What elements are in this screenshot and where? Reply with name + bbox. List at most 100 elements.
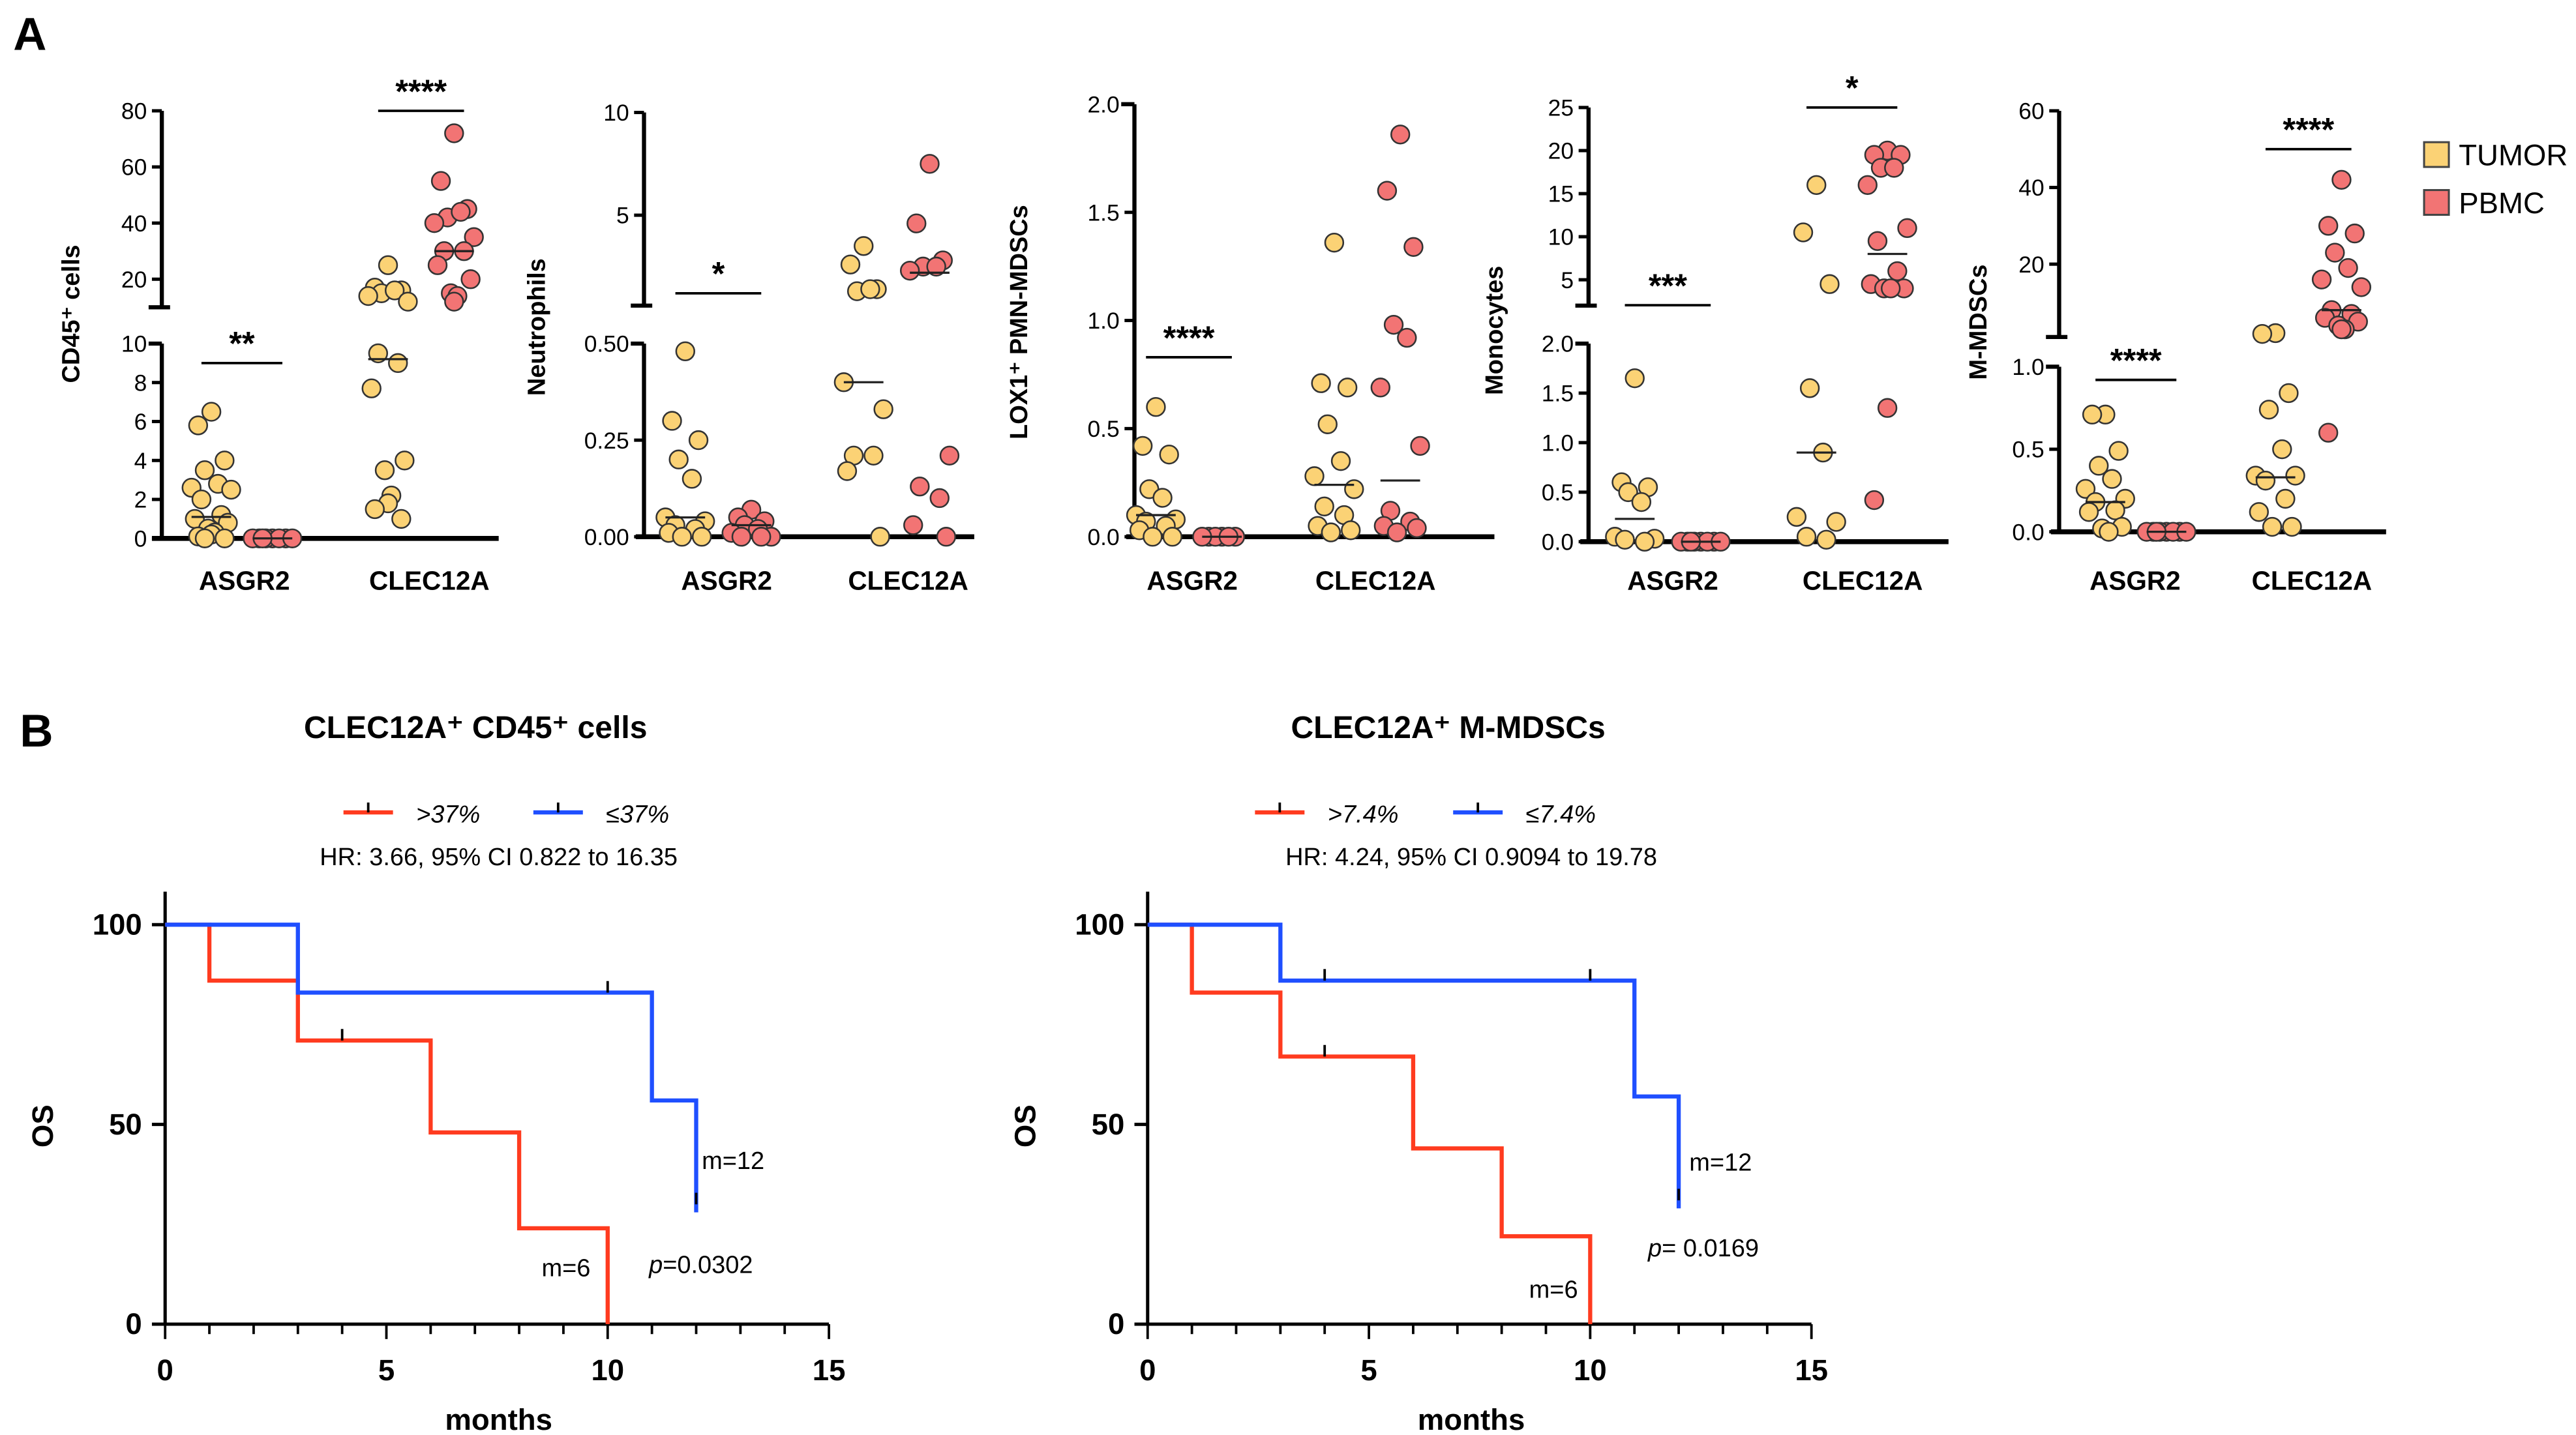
legend-label: >37% [416,801,480,828]
scatter-panel-1: 0 2 4 6 8 10 20 40 60 80 CD45⁺ cells ASGR2 CLEC12A **… [58,72,499,595]
data-point-tumor [1314,496,1334,516]
y-axis-label: CD45⁺ cells [58,244,85,383]
data-point-pbmc [1383,314,1404,335]
data-point-tumor [668,449,689,469]
survival-curve-blue [1147,923,1681,1209]
data-point-pbmc [1877,398,1898,418]
data-point-pbmc [430,171,451,191]
y-tick-label: 15 [1548,181,1574,207]
legend-swatch-tumor [2423,141,2450,168]
scatter-panel-4: 0.0 0.5 1.0 1.5 2.0 5 10 15 20 25 Monocytes ASGR2 CL… [1481,69,1949,595]
p-value-label: p= 0.0169 [1647,1235,1759,1262]
data-point-tumor [378,255,398,275]
data-point-tumor [1816,529,1836,550]
y-tick-label: 10 [121,331,147,357]
data-point-tumor [854,236,874,256]
data-point-pbmc [1370,377,1390,398]
category-label: CLEC12A [1803,565,1923,595]
survival-curve-red [1147,923,1593,1325]
data-point-tumor [2255,470,2276,491]
significance-label: **** [1163,319,1215,356]
median-survival-label: m=12 [1689,1149,1752,1177]
y-axis-label: OS [1009,1104,1042,1147]
data-point-tumor [1330,451,1351,471]
data-point-tumor [1634,531,1655,552]
data-point-pbmc [2338,258,2358,278]
data-point-pbmc [424,213,445,233]
data-point-tumor [221,479,241,500]
y-tick-label: 60 [2018,98,2044,125]
data-point-tumor [194,528,215,548]
data-point-tumor [2285,466,2305,486]
y-tick-label: 5 [616,203,629,229]
scatter-panel-5: 0.0 0.5 1.0 20 40 60 M-MDSCs ASGR2 CLEC12A **** **… [1965,98,2386,595]
median-survival-label: m=6 [1529,1277,1578,1304]
y-tick-label: 1.0 [1542,430,1574,456]
y-tick-label: 0.00 [584,524,629,550]
data-point-tumor [2272,439,2292,460]
scatter-panel-2: 0.00 0.25 0.50 5 10 Neutrophils ASGR2 CLEC12A * [524,100,974,595]
data-point-tumor [2258,400,2279,420]
y-axis-label: Monocytes [1481,266,1508,395]
y-tick-label: 20 [121,267,147,293]
data-point-tumor [837,461,858,481]
y-tick-label: 40 [2018,175,2044,201]
data-point-tumor [2105,500,2125,520]
y-axis-label: Neutrophils [524,258,551,396]
data-point-tumor [688,430,709,451]
x-tick-label: 15 [1795,1354,1828,1387]
significance-label: *** [1649,267,1687,304]
p-value-symbol: p [648,1252,663,1279]
category-label: ASGR2 [1146,565,1238,595]
data-point-pbmc [1397,327,1417,348]
y-tick-label: 10 [603,100,629,126]
data-point-tumor [662,411,682,431]
data-point-tumor [2275,488,2296,509]
data-point-tumor [1143,527,1163,547]
data-point-tumor [1796,527,1817,547]
data-point-pbmc [427,255,448,275]
y-tick-label: 1.0 [2012,354,2044,380]
y-tick-label: 25 [1548,95,1574,121]
y-axis-label: M-MDSCs [1965,264,1992,379]
data-point-pbmc [1857,175,1878,195]
y-tick-label: 100 [1075,908,1124,941]
hazard-ratio-text: HR: 3.66, 95% CI 0.822 to 16.35 [320,844,678,871]
y-tick-label: 6 [134,409,147,435]
km-title: CLEC12A⁺ CD45⁺ cells [304,710,648,745]
significance-label: ** [229,325,255,362]
data-point-tumor [1337,377,1358,398]
data-point-pbmc [1403,237,1424,257]
data-point-pbmc [464,227,484,247]
data-point-pbmc [1887,261,1908,282]
y-tick-label: 40 [121,211,147,237]
y-axis-label: LOX1⁺ PMN-MDSCs [1006,205,1033,439]
km-plot-1: CLEC12A⁺ CD45⁺ cells HR: 3.66, 95% CI 0.8… [26,710,845,1435]
data-point-tumor [1321,522,1341,542]
y-tick-label: 4 [134,448,147,474]
data-point-tumor [398,291,418,312]
data-point-pbmc [2318,422,2339,443]
data-point-tumor [1159,445,1179,465]
p-value-label: p=0.0302 [648,1252,753,1279]
data-point-tumor [1324,232,1345,253]
y-axis-label: OS [26,1104,59,1147]
data-point-tumor [1615,529,1635,550]
x-axis-label: months [1418,1403,1525,1435]
data-point-tumor [395,451,415,471]
km-plot-2: CLEC12A⁺ M-MDSCs HR: 4.24, 95% CI 0.9094 … [1009,710,1828,1435]
data-point-tumor [365,499,385,520]
data-point-tumor [2082,404,2103,425]
category-label: CLEC12A [1315,565,1436,595]
data-point-tumor [1162,527,1182,547]
legend-label-pbmc: PBMC [2459,186,2545,220]
y-tick-label: 50 [109,1108,142,1141]
y-tick-label: 0 [125,1307,142,1340]
significance-label: **** [395,72,447,110]
data-point-tumor [2249,502,2269,522]
significance-label: * [1846,69,1859,106]
y-tick-label: 50 [1092,1108,1125,1141]
data-point-pbmc [1410,436,1430,456]
data-point-tumor [2282,516,2302,537]
data-point-tumor [201,402,222,422]
